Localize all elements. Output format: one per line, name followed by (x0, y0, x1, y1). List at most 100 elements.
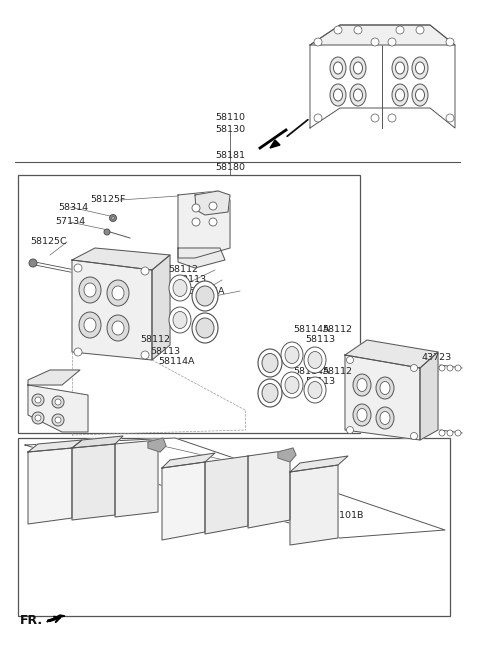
Text: 58112: 58112 (322, 326, 352, 335)
Circle shape (354, 26, 362, 34)
Ellipse shape (262, 384, 278, 402)
Circle shape (55, 417, 61, 423)
Ellipse shape (334, 62, 343, 74)
Polygon shape (72, 436, 123, 448)
Polygon shape (278, 448, 296, 462)
Text: 58112: 58112 (322, 367, 352, 376)
Polygon shape (28, 440, 82, 452)
Circle shape (141, 351, 149, 359)
Ellipse shape (412, 57, 428, 79)
Circle shape (416, 26, 424, 34)
Circle shape (52, 396, 64, 408)
Ellipse shape (258, 379, 282, 407)
Ellipse shape (330, 84, 346, 106)
Polygon shape (290, 465, 338, 545)
Text: 58101B: 58101B (327, 512, 363, 521)
Text: 58144B: 58144B (230, 456, 266, 465)
Text: 58181: 58181 (215, 151, 245, 161)
Ellipse shape (416, 89, 424, 101)
Ellipse shape (376, 407, 394, 429)
Polygon shape (420, 352, 438, 440)
Polygon shape (205, 456, 248, 534)
Ellipse shape (308, 382, 322, 398)
Circle shape (314, 114, 322, 122)
Ellipse shape (380, 382, 390, 395)
Circle shape (447, 365, 453, 371)
Ellipse shape (357, 408, 367, 421)
Ellipse shape (357, 378, 367, 391)
Text: 58113: 58113 (305, 378, 335, 387)
Circle shape (52, 414, 64, 426)
Polygon shape (72, 248, 170, 270)
Circle shape (192, 204, 200, 212)
Ellipse shape (330, 57, 346, 79)
Circle shape (35, 415, 41, 421)
Polygon shape (345, 340, 438, 368)
Ellipse shape (285, 376, 299, 393)
Circle shape (209, 202, 217, 210)
Circle shape (74, 348, 82, 356)
Ellipse shape (192, 281, 218, 311)
Text: 58113: 58113 (305, 335, 335, 345)
Ellipse shape (353, 374, 371, 396)
Circle shape (447, 430, 453, 436)
Text: 58114A: 58114A (158, 358, 194, 367)
Ellipse shape (196, 286, 214, 306)
Text: 58110: 58110 (215, 114, 245, 122)
Ellipse shape (112, 286, 124, 300)
Text: 58112: 58112 (140, 335, 170, 345)
Text: 58114A: 58114A (188, 287, 225, 296)
Circle shape (446, 114, 454, 122)
Polygon shape (115, 440, 158, 517)
Ellipse shape (380, 411, 390, 424)
Ellipse shape (334, 89, 343, 101)
Text: 58114A: 58114A (293, 367, 329, 376)
Circle shape (439, 430, 445, 436)
Ellipse shape (392, 84, 408, 106)
Circle shape (347, 426, 353, 434)
Text: FR.: FR. (20, 614, 43, 627)
Ellipse shape (169, 307, 191, 333)
Circle shape (439, 365, 445, 371)
Text: 58144B: 58144B (230, 480, 266, 489)
Polygon shape (178, 248, 225, 268)
Polygon shape (290, 456, 348, 472)
Ellipse shape (376, 377, 394, 399)
Circle shape (55, 399, 61, 405)
Circle shape (209, 218, 217, 226)
Polygon shape (25, 438, 445, 538)
Ellipse shape (262, 354, 278, 372)
Polygon shape (178, 191, 230, 258)
Circle shape (371, 114, 379, 122)
Ellipse shape (169, 275, 191, 301)
Polygon shape (47, 615, 65, 622)
Text: 58112: 58112 (168, 265, 198, 274)
Ellipse shape (304, 377, 326, 403)
Ellipse shape (107, 280, 129, 306)
Text: 58114A: 58114A (293, 326, 329, 335)
Circle shape (29, 259, 37, 267)
Polygon shape (162, 462, 205, 540)
Ellipse shape (79, 312, 101, 338)
Ellipse shape (281, 372, 303, 398)
Polygon shape (72, 444, 115, 520)
Circle shape (347, 356, 353, 363)
Circle shape (109, 214, 117, 222)
Polygon shape (345, 355, 420, 440)
Ellipse shape (350, 84, 366, 106)
Circle shape (141, 267, 149, 275)
Ellipse shape (353, 62, 362, 74)
Text: 58314: 58314 (58, 203, 88, 211)
Ellipse shape (396, 89, 405, 101)
Polygon shape (195, 191, 230, 215)
Ellipse shape (416, 62, 424, 74)
Ellipse shape (304, 347, 326, 373)
Ellipse shape (173, 311, 187, 328)
Circle shape (388, 38, 396, 46)
Bar (18, 438, 450, 616)
Ellipse shape (79, 277, 101, 303)
Polygon shape (310, 25, 455, 45)
Polygon shape (72, 260, 152, 360)
Text: 58180: 58180 (215, 162, 245, 172)
Circle shape (314, 38, 322, 46)
